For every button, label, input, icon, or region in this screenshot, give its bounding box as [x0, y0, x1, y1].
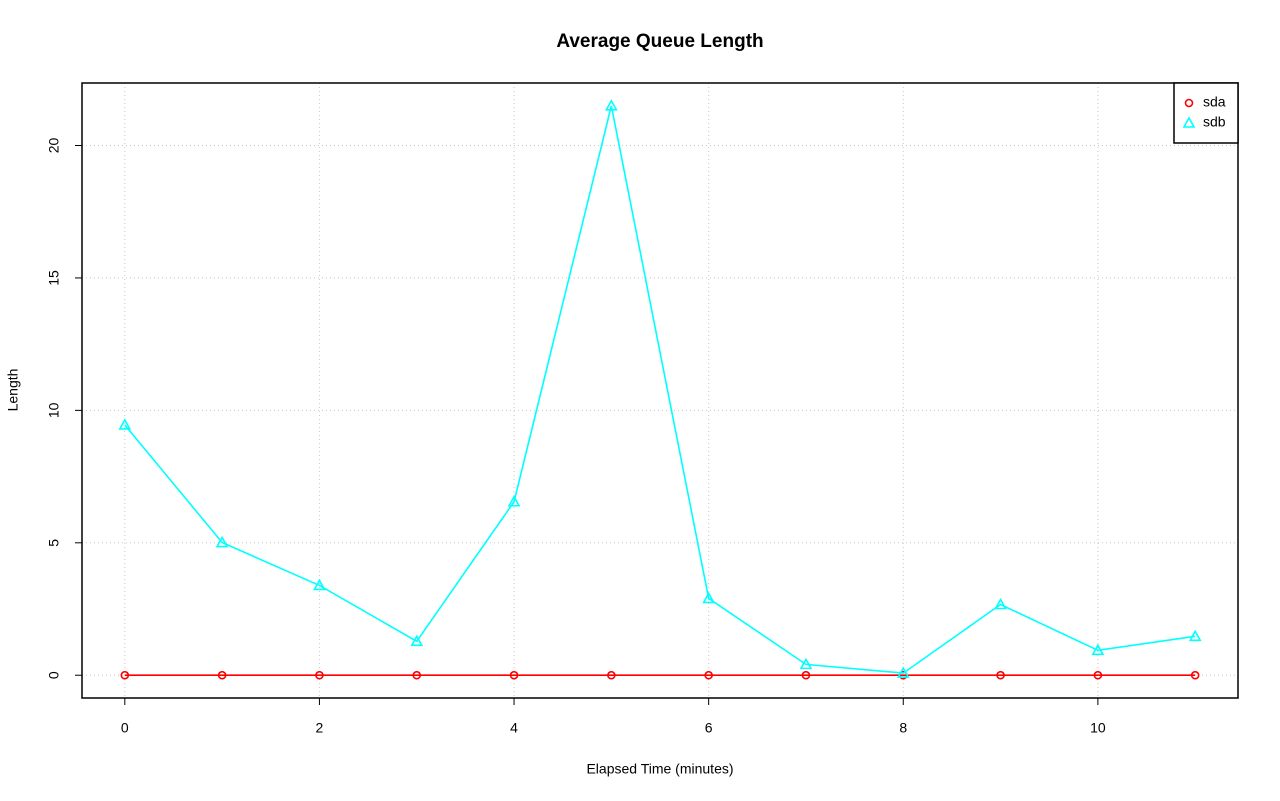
data-point — [118, 418, 132, 430]
data-point — [313, 578, 326, 591]
legend-marker — [1184, 98, 1194, 108]
legend-box — [1173, 82, 1239, 144]
y-tick-label: 0 — [46, 671, 62, 679]
x-tick-label: 4 — [510, 720, 518, 736]
x-tick-label: 2 — [316, 720, 324, 736]
data-point — [704, 670, 713, 680]
data-point — [509, 670, 519, 680]
data-point — [507, 495, 521, 507]
data-point — [607, 670, 616, 680]
legend-label: sda — [1203, 94, 1226, 110]
data-point — [315, 670, 324, 680]
chart-title: Average Queue Length — [556, 31, 763, 52]
data-point — [799, 657, 813, 670]
data-point — [801, 670, 811, 680]
data-point — [1093, 670, 1103, 680]
data-point — [215, 535, 229, 548]
plot-frame — [81, 82, 1239, 699]
data-point — [410, 634, 424, 647]
y-axis-label: Length — [5, 369, 21, 412]
legend-marker — [1182, 116, 1196, 128]
series-line — [124, 105, 1196, 674]
data-point — [1091, 643, 1105, 656]
data-point — [1188, 629, 1202, 642]
y-tick-label: 15 — [46, 270, 62, 286]
y-tick-label: 10 — [46, 402, 62, 418]
x-tick-label: 6 — [705, 720, 713, 736]
y-tick-label: 5 — [46, 539, 62, 547]
data-point — [994, 597, 1007, 610]
data-point — [996, 670, 1005, 680]
x-tick-label: 8 — [899, 720, 907, 736]
x-axis-label: Elapsed Time (minutes) — [586, 761, 733, 777]
data-point — [896, 666, 910, 678]
data-point — [702, 591, 716, 604]
data-point — [412, 670, 422, 680]
data-point — [604, 99, 618, 111]
y-tick-label: 20 — [46, 138, 62, 154]
data-point — [217, 670, 227, 680]
x-tick-label: 10 — [1090, 720, 1106, 736]
data-point — [120, 670, 130, 680]
data-point — [1190, 670, 1200, 680]
legend-label: sdb — [1203, 114, 1226, 130]
x-tick-label: 0 — [121, 720, 129, 736]
